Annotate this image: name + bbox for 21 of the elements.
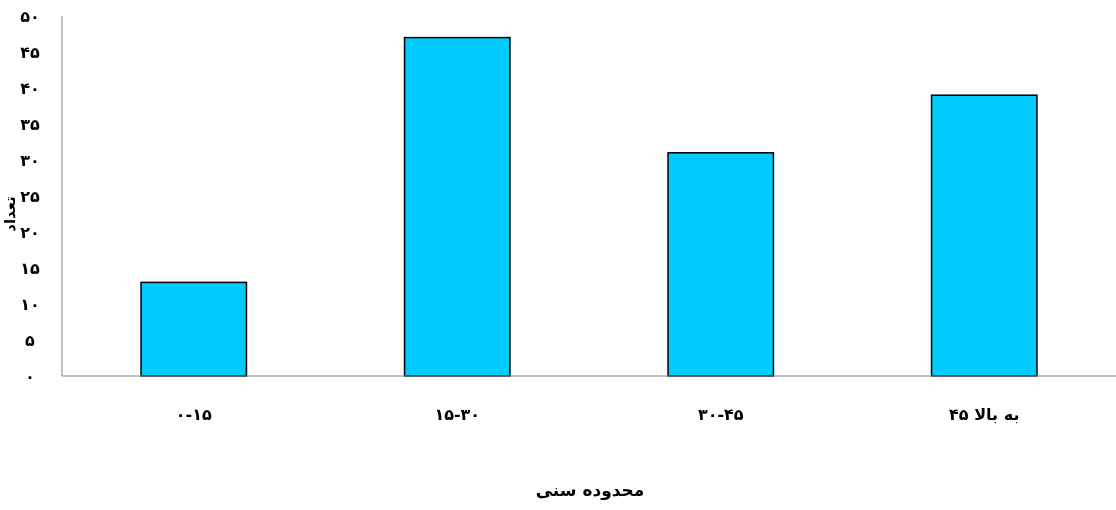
bar — [140, 281, 248, 377]
bar — [403, 36, 511, 377]
x-tick-label: ۳۰-۴۵ — [697, 405, 744, 424]
x-tick-label: ۴۵ به بالا — [949, 405, 1020, 424]
x-axis-title: محدوده سنی — [535, 480, 645, 501]
bar — [667, 152, 775, 377]
y-tick-label: ۳۰ — [20, 151, 40, 170]
y-tick-label: ۲۰ — [20, 223, 40, 242]
y-axis-title: تعداد — [1, 196, 19, 232]
y-tick-label: ۲۵ — [20, 187, 40, 206]
x-tick-label: ۱۵-۳۰ — [434, 405, 481, 424]
y-tick-label: ۴۵ — [20, 43, 40, 62]
y-tick-label: ۵ — [25, 331, 36, 350]
x-tick-label: ۰-۱۵ — [175, 405, 212, 424]
y-tick-label: ۴۰ — [20, 79, 40, 98]
y-tick-label: ۳۵ — [20, 115, 40, 134]
bar — [930, 94, 1038, 377]
y-tick-label: ۰ — [25, 367, 35, 386]
y-tick-label: ۱۰ — [20, 295, 40, 314]
y-tick-label: ۱۵ — [20, 259, 40, 278]
y-tick-label: ۵۰ — [20, 7, 40, 26]
